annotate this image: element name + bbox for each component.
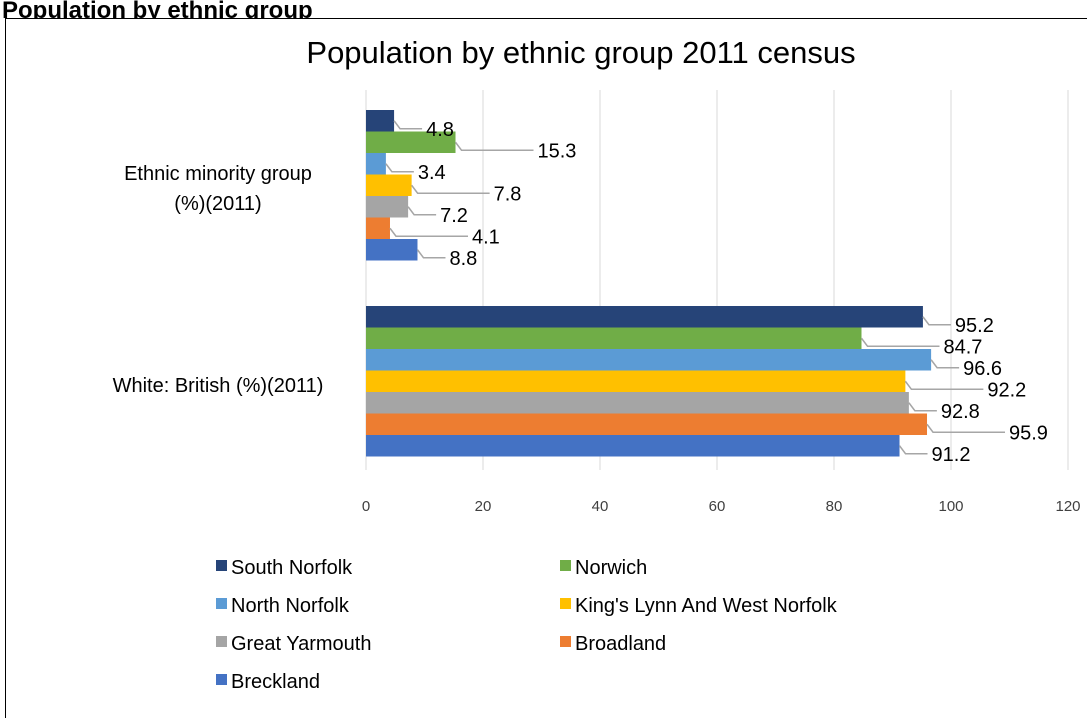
leader-line xyxy=(898,445,928,455)
bar xyxy=(366,153,386,175)
category-label: Ethnic minority group xyxy=(124,163,312,185)
data-label: 8.8 xyxy=(449,248,477,270)
bar xyxy=(366,370,906,392)
category-label: White: British (%)(2011) xyxy=(113,375,324,397)
legend-label: North Norfolk xyxy=(231,595,350,617)
page-heading: Population by ethnic group xyxy=(2,0,313,18)
leader-line xyxy=(908,402,937,412)
leader-line xyxy=(393,120,423,130)
legend-swatch xyxy=(560,636,571,647)
x-tick-label: 80 xyxy=(826,498,843,515)
data-label: 3.4 xyxy=(418,162,446,184)
leader-line xyxy=(385,163,414,173)
bar xyxy=(366,217,390,239)
data-label: 96.6 xyxy=(963,358,1002,380)
leader-line xyxy=(922,316,951,326)
data-label: 95.9 xyxy=(1009,422,1048,444)
leader-line xyxy=(389,227,468,237)
legend-swatch xyxy=(216,598,227,609)
bar xyxy=(366,174,412,196)
data-label: 95.2 xyxy=(955,315,994,337)
category-label: (%)(2011) xyxy=(174,193,261,215)
data-label: 4.8 xyxy=(426,119,454,141)
legend-label: Broadland xyxy=(575,633,666,655)
x-axis-ticks: 0 20 40 60 80 100 120 xyxy=(362,498,1081,515)
leader-line xyxy=(411,184,490,194)
bar xyxy=(366,349,932,371)
category-labels: Ethnic minority group (%)(2011) White: Bri… xyxy=(113,163,324,397)
data-label: 84.7 xyxy=(943,336,982,358)
chart-title: Population by ethnic group 2011 census xyxy=(306,35,855,70)
leader-line xyxy=(904,380,984,390)
legend-swatch xyxy=(216,674,227,685)
legend-swatch xyxy=(216,560,227,571)
bar xyxy=(366,110,395,132)
data-labels: 4.8 15.3 3.4 7.8 7.24.18.8 95.284.796.692.2 92… xyxy=(418,119,1048,466)
data-label: 92.2 xyxy=(987,379,1026,401)
data-label: 7.2 xyxy=(440,205,468,227)
bar xyxy=(366,413,928,435)
leader-lines xyxy=(385,120,1006,455)
x-tick-label: 100 xyxy=(938,498,963,515)
bar xyxy=(366,327,862,349)
legend-label: Norwich xyxy=(575,557,647,579)
bars xyxy=(366,110,932,457)
data-label: 15.3 xyxy=(538,140,577,162)
leader-line xyxy=(860,337,940,347)
leader-line xyxy=(454,141,534,151)
leader-line xyxy=(930,359,960,369)
data-label: 4.1 xyxy=(472,226,500,248)
legend-label: King's Lynn And West Norfolk xyxy=(575,595,838,617)
x-tick-label: 60 xyxy=(709,498,726,515)
legend-label: Breckland xyxy=(231,671,320,693)
bar xyxy=(366,392,909,414)
legend-label: Great Yarmouth xyxy=(231,633,371,655)
bar xyxy=(366,306,923,328)
leader-line xyxy=(407,206,437,216)
x-tick-label: 40 xyxy=(592,498,609,515)
leader-line xyxy=(926,423,1006,433)
bar xyxy=(366,196,409,218)
bar xyxy=(366,131,456,153)
legend-swatch xyxy=(560,560,571,571)
legend-swatch xyxy=(560,598,571,609)
x-tick-label: 0 xyxy=(362,498,370,515)
data-label: 91.2 xyxy=(932,444,971,466)
legend: South Norfolk Norwich North Norfolk King's … xyxy=(216,557,838,693)
chart-frame xyxy=(5,18,1087,718)
data-label: 92.8 xyxy=(941,401,980,423)
legend-label: South Norfolk xyxy=(231,557,353,579)
x-tick-label: 120 xyxy=(1055,498,1080,515)
x-tick-label: 20 xyxy=(475,498,492,515)
leader-line xyxy=(416,249,446,259)
legend-swatch xyxy=(216,636,227,647)
bar xyxy=(366,435,900,457)
bar xyxy=(366,239,418,261)
data-label: 7.8 xyxy=(494,183,522,205)
